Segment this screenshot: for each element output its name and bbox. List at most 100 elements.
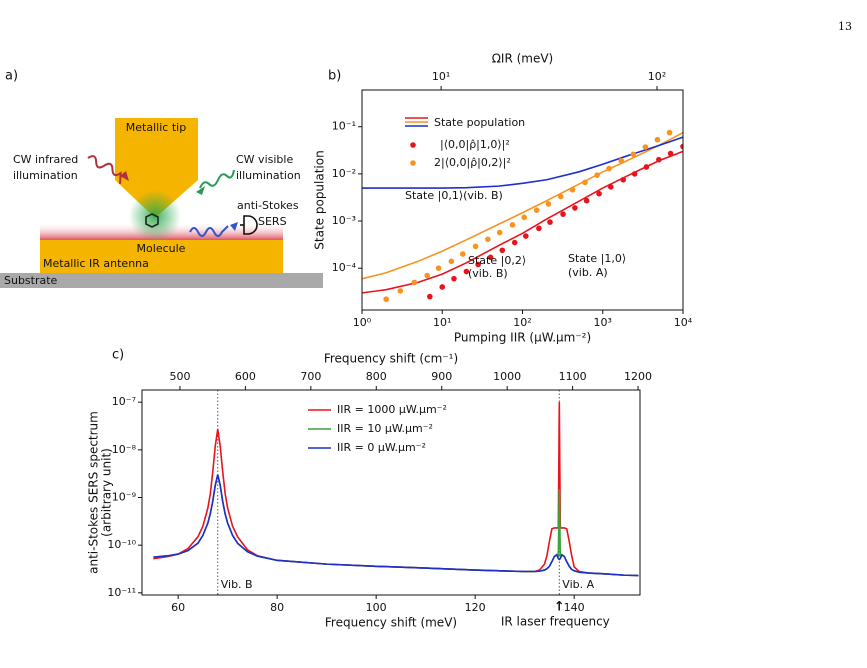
x2-tick-label: 700	[300, 370, 321, 383]
x2-tick-label: 1000	[493, 370, 521, 383]
point	[572, 205, 578, 211]
point	[606, 165, 612, 172]
point	[545, 201, 552, 207]
point	[569, 186, 576, 193]
point	[439, 284, 446, 290]
series-line	[362, 136, 683, 189]
point	[533, 207, 540, 213]
point	[631, 171, 638, 177]
y-tick-label: 10⁻⁴	[332, 261, 357, 274]
x-tick-label: 10⁰	[353, 316, 372, 329]
label: CW visible	[236, 153, 293, 166]
x2-tick-label: 800	[366, 370, 387, 383]
legend-swatch	[410, 142, 416, 148]
point	[608, 184, 614, 190]
point	[383, 296, 389, 303]
y-tick-label: 10⁻¹¹	[107, 586, 136, 599]
point	[487, 254, 494, 261]
series-line	[153, 474, 639, 577]
point	[557, 193, 564, 200]
point	[654, 136, 661, 143]
point	[643, 164, 650, 170]
series-line	[362, 131, 683, 280]
x-tick-label: 10²	[513, 316, 531, 329]
y-tick-label: 10⁻³	[332, 214, 356, 227]
detector	[243, 215, 258, 235]
y-axis-label: State population	[313, 150, 327, 249]
point	[509, 222, 516, 228]
point	[560, 211, 566, 217]
y-tick-label: 10⁻¹⁰	[107, 538, 136, 551]
point	[499, 247, 506, 254]
label: Metallic IR antenna	[43, 257, 149, 270]
legend-swatch	[410, 160, 416, 166]
x2-axis-label: ΩIR (meV)	[492, 52, 554, 66]
point	[594, 172, 600, 178]
point	[596, 190, 602, 197]
label: Metallic tip	[126, 121, 186, 134]
x-tick-label: 100	[366, 601, 387, 614]
antenna	[40, 240, 283, 273]
tip	[115, 118, 198, 180]
frame	[361, 89, 684, 311]
ir-wave	[87, 155, 122, 185]
x-tick-label: 60	[171, 601, 185, 614]
point	[459, 251, 466, 257]
x2-tick-label: 1200	[624, 370, 652, 383]
y-axis-label: (arbitrary unit)	[100, 448, 114, 537]
x2-axis-label: Frequency shift (cm⁻¹)	[324, 352, 458, 366]
y-tick-label: 10⁻²	[332, 167, 356, 180]
x-tick-label: 140	[564, 601, 585, 614]
point	[472, 243, 479, 250]
x-axis-label: Frequency shift (meV)	[325, 616, 457, 630]
arrow-head	[120, 171, 129, 181]
point	[547, 219, 553, 225]
point	[485, 236, 491, 243]
point	[451, 275, 457, 282]
annotation: Vib. A	[562, 578, 594, 591]
point	[582, 179, 588, 186]
point	[642, 144, 649, 150]
x-tick-label: 120	[465, 601, 486, 614]
annotation: ↑	[554, 600, 565, 615]
point	[435, 265, 442, 272]
plot: 10⁰ 10¹ 10² 10³ 10⁴ 10¹ 10² 10⁻⁴ 10⁻³ 10⁻² 10⁻¹ Pum…	[313, 52, 693, 345]
y-tick-label: 10⁻⁹	[112, 490, 136, 503]
legend-label: IIR = 0 μW.μm⁻²	[337, 441, 426, 454]
label: CW infrared	[13, 153, 78, 166]
arrow-head	[230, 222, 238, 231]
sers-wave	[189, 225, 229, 237]
point	[411, 279, 418, 286]
point	[620, 176, 627, 183]
y-tick-label: 10⁻⁸	[112, 443, 137, 456]
point	[680, 143, 683, 150]
x-tick-label: 10⁴	[674, 316, 693, 329]
label: Molecule	[137, 242, 186, 255]
point	[496, 229, 503, 236]
label: Substrate	[4, 274, 58, 287]
annotation: IR laser frequency	[501, 615, 610, 629]
point	[583, 197, 590, 204]
point	[448, 258, 455, 265]
series-line	[362, 150, 683, 294]
legend-label: 2|⟨0,0|ρ̂|0,2⟩|²	[434, 156, 511, 169]
annotation: Vib. B	[221, 578, 253, 591]
label: illumination	[236, 169, 301, 182]
x-tick-label: 10³	[594, 316, 612, 329]
frame	[141, 389, 641, 596]
point	[521, 214, 528, 221]
x-tick-label: 80	[270, 601, 284, 614]
panel-label: b)	[328, 69, 341, 84]
x2-tick-label: 500	[169, 370, 190, 383]
legend-label: |⟨0,0|ρ̂|1,0⟩|²	[440, 138, 510, 151]
label: anti-Stokes	[237, 199, 299, 212]
diagram: Metallic tip CW infrared illumination CW…	[0, 118, 323, 288]
panel-label: c)	[112, 348, 124, 363]
annotation: State |1,0⟩	[568, 252, 626, 265]
annotation: State |0,1⟩(vib. B)	[405, 189, 503, 202]
x-axis-label: Pumping IIR (μW.μm⁻²)	[454, 331, 591, 345]
point	[667, 150, 674, 157]
x2-tick-label: 10²	[648, 70, 666, 83]
arrow-head	[196, 186, 205, 195]
